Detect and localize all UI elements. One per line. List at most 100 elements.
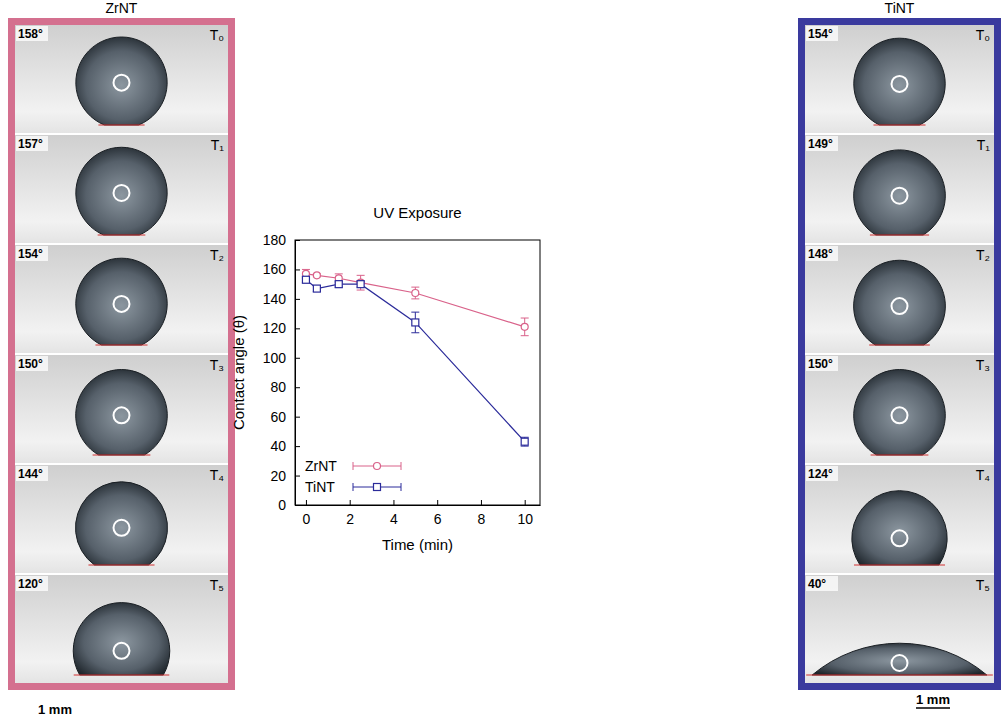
y-tick: 120 (263, 320, 300, 336)
y-tick-label: 0 (278, 497, 286, 513)
photo-frame: 120°T₅ (15, 575, 228, 683)
x-tick-label: 10 (517, 511, 533, 527)
droplet-highlight (892, 76, 908, 92)
legend-label: ZrNT (305, 458, 337, 474)
y-tick-label: 160 (263, 261, 287, 277)
data-point (313, 285, 320, 292)
y-tick-label: 80 (270, 379, 286, 395)
droplet (854, 150, 946, 235)
series (302, 276, 529, 446)
y-tick-mark (295, 240, 300, 241)
label-patch (16, 356, 48, 371)
x-axis-line (296, 505, 541, 506)
label-patch (16, 466, 48, 481)
panel-title: ZrNT (106, 0, 138, 16)
droplet (75, 482, 167, 565)
angle-label: 144° (18, 467, 43, 481)
scale-label: 1 mm (916, 692, 950, 707)
angle-label: 157° (18, 137, 43, 151)
droplet-highlight (114, 296, 130, 312)
legend-cap (353, 483, 354, 491)
error-bar-cap (357, 290, 365, 291)
y-tick-mark (295, 299, 300, 300)
droplet (852, 491, 947, 565)
x-tick-mark (350, 500, 351, 505)
y-tick-label: 100 (263, 350, 287, 366)
time-label: T₁ (977, 137, 991, 153)
droplet-highlight (114, 407, 130, 423)
x-tick-mark (393, 500, 394, 505)
x-tick-mark (306, 500, 307, 505)
droplet-highlight (892, 188, 908, 204)
angle-label: 150° (18, 357, 43, 371)
droplet (854, 38, 945, 125)
frame-background (805, 575, 994, 683)
frame-background (805, 135, 994, 243)
baseline (88, 565, 154, 566)
label-patch (16, 576, 48, 591)
time-label: T₅ (976, 577, 990, 593)
x-tick-label: 2 (346, 511, 354, 527)
time-label: T₂ (976, 247, 990, 263)
label-patch (806, 356, 838, 371)
time-label: T₀ (976, 27, 991, 43)
label-patch (806, 246, 838, 261)
legend-label: TiNT (305, 479, 335, 495)
y-tick-label: 20 (270, 468, 286, 484)
x-tick-mark (525, 500, 526, 505)
angle-label: 148° (808, 247, 833, 261)
photo-frame: 149°T₁ (805, 135, 994, 243)
y-axis-line (295, 241, 296, 506)
x-axis-title: Time (min) (382, 536, 453, 553)
error-bar-cap (411, 287, 419, 288)
photo-frame: 157° T₁ (15, 135, 228, 243)
photo-frame: 124° T₄ (805, 465, 994, 573)
frame-background (805, 25, 994, 133)
frame-background (15, 25, 228, 133)
time-label: T₁ (211, 137, 225, 153)
droplet (812, 643, 987, 675)
photo-frame: 148° T₂ (805, 245, 994, 353)
y-tick-mark (295, 328, 300, 329)
chart: UV Exposure02468100204060801001201401601… (230, 204, 541, 553)
y-tick: 160 (263, 261, 300, 277)
droplet (73, 603, 170, 675)
legend-cap (353, 462, 354, 470)
y-tick-mark (295, 446, 300, 447)
frame-background (805, 245, 994, 353)
legend-symbol (353, 483, 401, 491)
x-tick-label: 4 (390, 511, 398, 527)
legend-cap (401, 483, 402, 491)
y-axis-title: Contact angle (θ) (230, 315, 247, 430)
error-bar (335, 281, 343, 287)
error-bar (357, 275, 365, 290)
frame-background (15, 135, 228, 243)
error-bar (302, 277, 310, 283)
y-tick-mark (295, 505, 300, 506)
angle-label: 124° (808, 467, 833, 481)
baseline (74, 675, 170, 676)
droplet-highlight (892, 407, 908, 423)
x-tick: 8 (478, 500, 486, 527)
label-patch (16, 26, 48, 41)
frame-background (15, 355, 228, 463)
chart-title: UV Exposure (373, 204, 461, 221)
droplet-highlight (114, 185, 130, 201)
data-point (302, 276, 309, 283)
frame-background (805, 465, 994, 573)
photo-frame: 158°T₀ (15, 25, 228, 133)
label-patch (806, 136, 838, 151)
series (302, 269, 529, 335)
label-patch (806, 466, 838, 481)
baseline (870, 235, 929, 236)
droplet-highlight (892, 298, 908, 314)
baseline (98, 235, 146, 236)
y-tick-label: 140 (263, 291, 287, 307)
time-label: T₄ (976, 467, 991, 483)
angle-label: 40° (808, 577, 826, 591)
baseline (98, 125, 144, 126)
droplet-highlight (892, 655, 908, 671)
x-tick: 2 (346, 500, 354, 527)
time-label: T₀ (210, 27, 225, 43)
frame-background (805, 355, 994, 463)
